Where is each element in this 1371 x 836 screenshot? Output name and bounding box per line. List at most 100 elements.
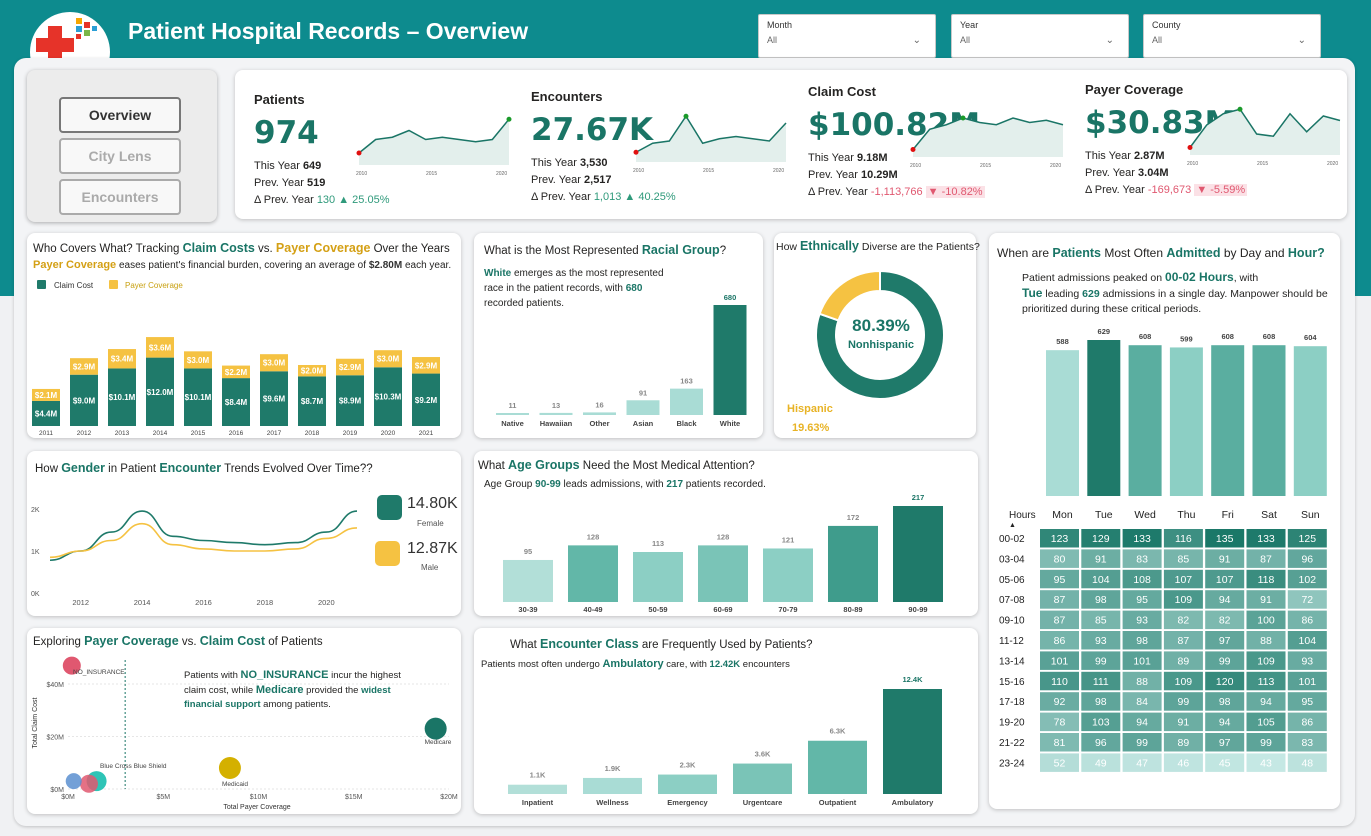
race-note: White emerges as the most represented ra… [484,268,664,309]
heatmap-cell [1287,753,1327,772]
chevron-down-icon[interactable]: ⌄ [1105,35,1114,46]
age-category: 80-89 [843,605,862,614]
heatmap-cell-value: 93 [1136,615,1148,627]
x-tick: 2018 [257,598,274,607]
scatter-point [218,757,241,779]
overview-button[interactable]: Overview [59,97,181,133]
kpi-prev-year: Prev. Year 3.04M [1085,167,1169,179]
chevron-down-icon[interactable]: ⌄ [1297,35,1306,46]
x-tick: 2018 [305,430,320,437]
scatter-chart: $0M $20M $40M $0M $5M $10M $15M $20M Total Payer… [32,656,458,811]
hispanic-pct: 19.63% [792,422,830,434]
heatmap-cell-value: 107 [1175,574,1193,586]
y-tick: $20M [46,735,64,742]
heatmap-cell-value: 135 [1216,533,1234,545]
y-axis-label: Total Claim Cost [32,697,39,748]
x-tick: 2019 [343,430,358,437]
bar-claim-cost [298,376,326,426]
kpi-delta: Δ Prev. Year 1,013 ▲ 40.25% [531,191,676,203]
heatmap-cell [1040,733,1079,752]
heatmap-cell [1163,753,1203,772]
x-tick: 2014 [153,430,168,437]
weekday-note: Patient admissions peaked on 00-02 Hours… [1022,270,1328,315]
heatmap-cell [1081,651,1121,670]
encounters-button[interactable]: Encounters [59,179,181,215]
heatmap-cell-value: 118 [1258,574,1275,586]
sparkline-line [912,117,1064,150]
encounter-bar [658,774,717,794]
female-swatch [377,495,402,520]
scatter-point [65,773,82,790]
heatmap-cell-value: 91 [1178,717,1190,729]
year-slicer[interactable]: Year All ⌄ [951,14,1129,58]
heatmap-cell-value: 113 [1258,676,1275,688]
heatmap-cell-value: 104 [1299,635,1317,647]
encounter-category: Ambulatory [892,798,935,807]
sparkline-tick: 2020 [496,171,507,177]
x-tick: 2016 [195,598,212,607]
kpi-sparkline: 2010 2015 2020 [633,113,787,174]
heatmap-cell [1163,569,1203,589]
heatmap-cell [1081,569,1121,589]
kpi-title: Payer Coverage [1085,82,1184,97]
heatmap-cell-value: 101 [1299,676,1317,688]
county-slicer[interactable]: County All ⌄ [1143,14,1321,58]
city-lens-button[interactable]: City Lens [59,138,181,174]
bar-label-claim: $4.4M [35,409,58,418]
heatmap-cell [1205,712,1245,732]
heatmap-cell [1163,529,1203,548]
bar-label-payer: $3.0M [377,355,400,364]
age-bar [503,559,553,602]
heatmap-cell [1287,733,1327,752]
heatmap-cell-value: 88 [1136,676,1148,688]
bar-label-claim: $10.1M [185,393,212,402]
kpi-prev-year: Prev. Year 2,517 [531,174,612,186]
bar-payer-coverage [374,350,402,368]
legend-swatch [37,280,46,289]
month-slicer[interactable]: Month All ⌄ [758,14,936,58]
scatter-point [79,774,98,793]
legend-label: Claim Cost [54,281,94,290]
age-chart: 95 30-39 128 40-49 113 50-59 128 60-69 121 70-79 1… [503,493,943,614]
heatmap-cell-value: 52 [1054,757,1066,769]
kpi-this-year: This Year 649 [254,160,322,172]
race-category: Black [676,419,697,428]
heatmap-cell [1287,712,1327,732]
heatmap-column-header: Thu [1177,509,1195,521]
weekday-bar-value: 608 [1221,332,1234,341]
heatmap-cell [1122,753,1162,772]
age-bar [568,545,618,602]
kpi-this-year: This Year 9.18M [808,152,888,164]
heatmap-cell [1040,529,1079,548]
age-bar-value: 121 [782,535,795,544]
weekday-card: When are Patients Most Often Admitted by… [989,233,1340,809]
kpi-delta: Δ Prev. Year -1,113,766 ▼ -10.82% [808,186,985,198]
heatmap-cell-value: 86 [1054,635,1066,647]
bar-label-claim: $8.4M [225,398,248,407]
heatmap-cell-value: 107 [1216,574,1234,586]
heatmap-cell [1287,590,1327,609]
heatmap-column-header: Sat [1261,509,1277,521]
heatmap-cell [1122,569,1162,589]
heatmap-cell-value: 88 [1260,635,1272,647]
bar-label-payer: $2.0M [301,367,324,376]
heatmap-cell [1040,712,1079,732]
race-category: Native [501,419,524,428]
heatmap-cell-value: 103 [1092,717,1110,729]
heatmap-cell [1122,692,1162,711]
chevron-down-icon[interactable]: ⌄ [912,35,921,46]
heatmap-cell-value: 109 [1175,594,1193,606]
scatter-label: Medicaid [222,781,248,788]
slicer-value: All [1152,35,1163,45]
age-bar [893,506,943,602]
heatmap-cell-value: 48 [1301,757,1313,769]
race-category: Asian [633,419,654,428]
heatmap-cell [1040,631,1079,650]
age-bar-value: 95 [524,547,532,556]
encounter-bar [733,763,792,794]
heatmap-cell [1122,610,1162,630]
heatmap-cell-value: 84 [1136,696,1148,708]
race-category: White [720,419,740,428]
sparkline-tick: 2020 [1050,163,1061,169]
y-tick: 0K [31,591,40,598]
